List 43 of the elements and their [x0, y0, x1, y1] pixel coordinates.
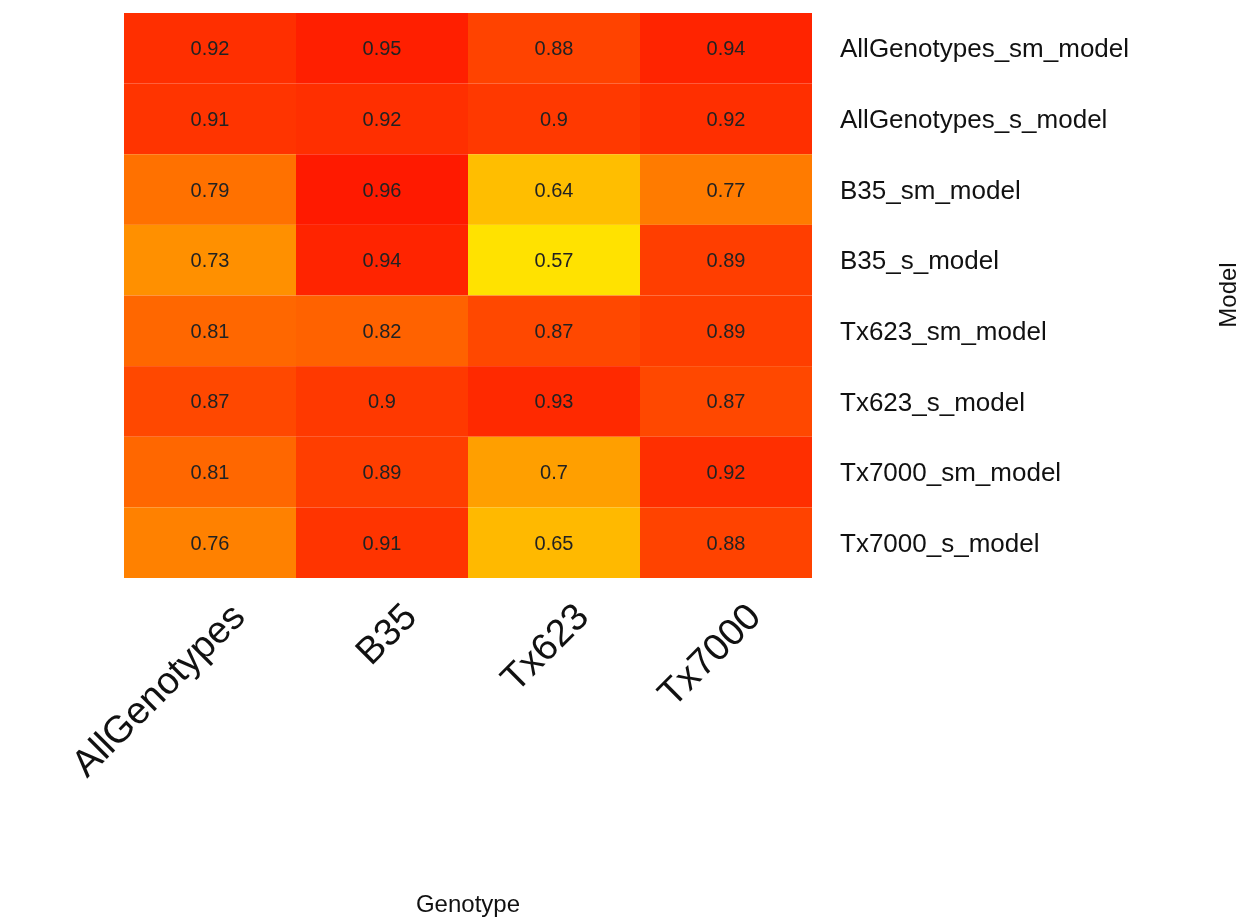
data-label: 0.87 [534, 319, 574, 342]
y-tick-label: Tx623_s_model [840, 386, 1025, 417]
data-label: 0.88 [534, 37, 574, 60]
data-label: 0.89 [362, 461, 402, 484]
data-label: 0.94 [362, 249, 402, 272]
data-label: 0.89 [706, 319, 746, 342]
y-tick-label: AllGenotypes_sm_model [840, 33, 1130, 64]
data-label: 0.92 [362, 107, 402, 130]
data-label: 0.91 [362, 531, 402, 554]
data-label: 0.81 [190, 319, 230, 342]
data-label: 0.96 [362, 178, 402, 201]
data-label: 0.77 [706, 178, 746, 201]
data-label: 0.57 [534, 249, 574, 272]
data-label: 0.7 [540, 461, 568, 484]
y-tick-label: Tx7000_sm_model [840, 457, 1062, 488]
y-axis-title: Model [1214, 262, 1241, 328]
data-label: 0.87 [706, 390, 746, 413]
data-label: 0.93 [534, 390, 574, 413]
data-label: 0.94 [706, 37, 746, 60]
x-axis-title: Genotype [415, 890, 521, 917]
y-tick-label: Tx623_sm_model [840, 315, 1047, 346]
data-label: 0.9 [540, 107, 568, 130]
data-label: 0.87 [190, 390, 230, 413]
data-label: 0.76 [190, 531, 230, 554]
data-label: 0.81 [190, 461, 230, 484]
y-tick-label: B35_s_model [840, 245, 999, 276]
y-tick-label: B35_sm_model [840, 174, 1021, 205]
data-label: 0.64 [534, 178, 574, 201]
data-label: 0.79 [190, 178, 230, 201]
data-label: 0.92 [706, 461, 746, 484]
data-label: 0.92 [190, 37, 230, 60]
x-tick-label: B35 [346, 594, 425, 673]
y-tick-label: Tx7000_s_model [840, 527, 1040, 558]
data-label: 0.9 [368, 390, 396, 413]
data-label: 0.73 [190, 249, 230, 272]
data-label: 0.95 [362, 37, 402, 60]
data-label: 0.89 [706, 249, 746, 272]
y-tick-label: AllGenotypes_s_model [840, 104, 1108, 135]
data-label: 0.82 [362, 319, 402, 342]
data-label: 0.91 [190, 107, 230, 130]
data-label: 0.65 [534, 531, 574, 554]
data-label: 0.88 [706, 531, 746, 554]
data-label: 0.92 [706, 107, 746, 130]
